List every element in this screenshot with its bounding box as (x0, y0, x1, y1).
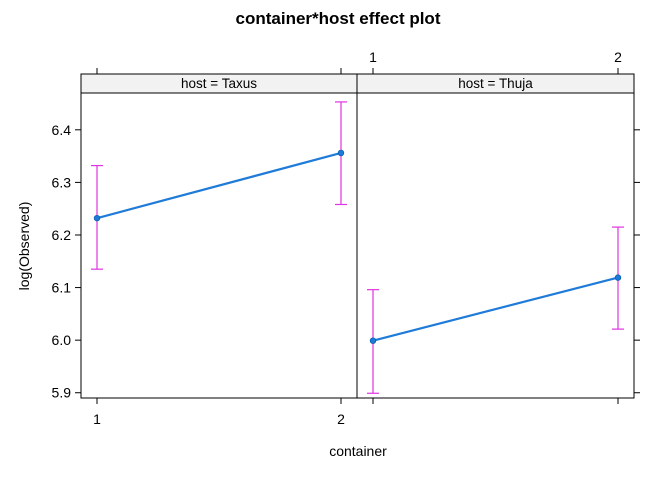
x-tick-label: 1 (93, 411, 101, 427)
chart-title: container*host effect plot (236, 9, 441, 28)
y-tick-label: 6.1 (52, 280, 72, 296)
strip-label: host = Taxus (181, 76, 257, 91)
y-tick-label: 6.2 (52, 227, 72, 243)
panels-group: host = Taxus 1 2 host = Thuja 1 2 5.9 6.0 6.1 6.2… (52, 49, 640, 427)
data-point (614, 274, 622, 281)
data-point (337, 149, 345, 157)
y-tick-label: 6.0 (52, 332, 72, 348)
y-tick-label: 5.9 (52, 385, 72, 401)
y-axis-label: log(Observed) (16, 202, 32, 291)
x-axis-label: container (329, 443, 387, 459)
effect-line (372, 276, 619, 342)
x-tick-label: 2 (614, 49, 622, 65)
data-point (93, 214, 101, 222)
panel-frame (80, 73, 358, 399)
y-tick-label: 6.4 (52, 122, 72, 138)
data-point (369, 337, 377, 344)
panel-frame (356, 73, 635, 399)
strip-label: host = Thuja (458, 76, 533, 91)
y-tick-label: 6.3 (52, 174, 72, 190)
x-tick-label: 1 (369, 49, 377, 65)
effect-line (96, 151, 342, 220)
panel-strip (356, 73, 635, 94)
x-tick-label: 2 (337, 411, 345, 427)
